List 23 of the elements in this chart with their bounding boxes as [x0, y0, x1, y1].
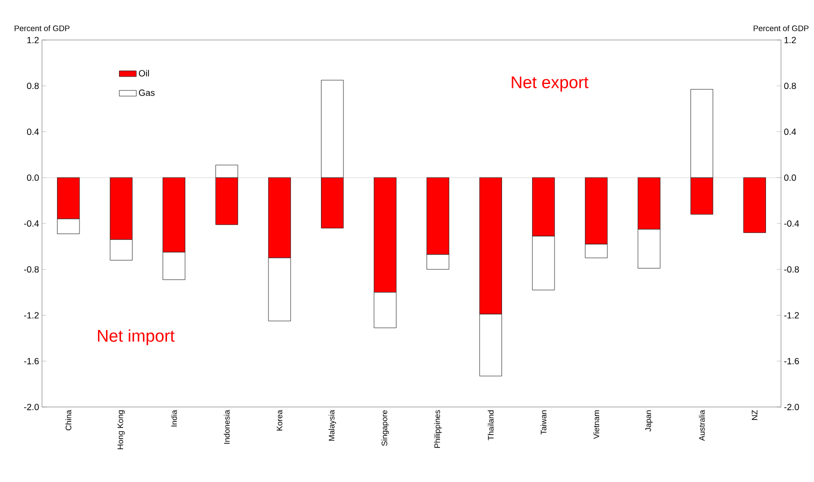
y2-tick-label: 0.0 — [784, 174, 796, 181]
y-tick-label: 0.0 — [27, 174, 39, 181]
y2-tick-label: 0.8 — [784, 82, 796, 90]
y2-tick-label: -0.8 — [784, 266, 799, 273]
y-tick-label: -1.2 — [24, 312, 39, 318]
y2-tick-label: 0.4 — [784, 128, 796, 135]
y2-tick-label: -0.4 — [784, 220, 800, 227]
y2-tick-label: -1.2 — [784, 312, 799, 318]
y2-tick-label: -2.0 — [784, 404, 799, 410]
y-tick-label: -2.0 — [24, 404, 39, 410]
bar — [743, 177, 766, 233]
y-tick-label: -0.8 — [24, 266, 39, 273]
y-tick-label: -1.6 — [24, 358, 39, 364]
y-tick-label: 0.8 — [27, 82, 39, 90]
y2-tick-label: -1.6 — [784, 358, 799, 364]
legend-label: Oil — [138, 70, 149, 76]
legend-label: Gas — [138, 90, 155, 96]
y-tick-label: 1.2 — [27, 36, 39, 44]
annotation: Net import — [98, 329, 175, 346]
y-tick-label: -0.4 — [24, 220, 39, 227]
y2-tick-label: 1.2 — [784, 36, 796, 44]
y-tick-label: 0.4 — [27, 128, 39, 135]
annotation: Net export — [512, 76, 588, 92]
